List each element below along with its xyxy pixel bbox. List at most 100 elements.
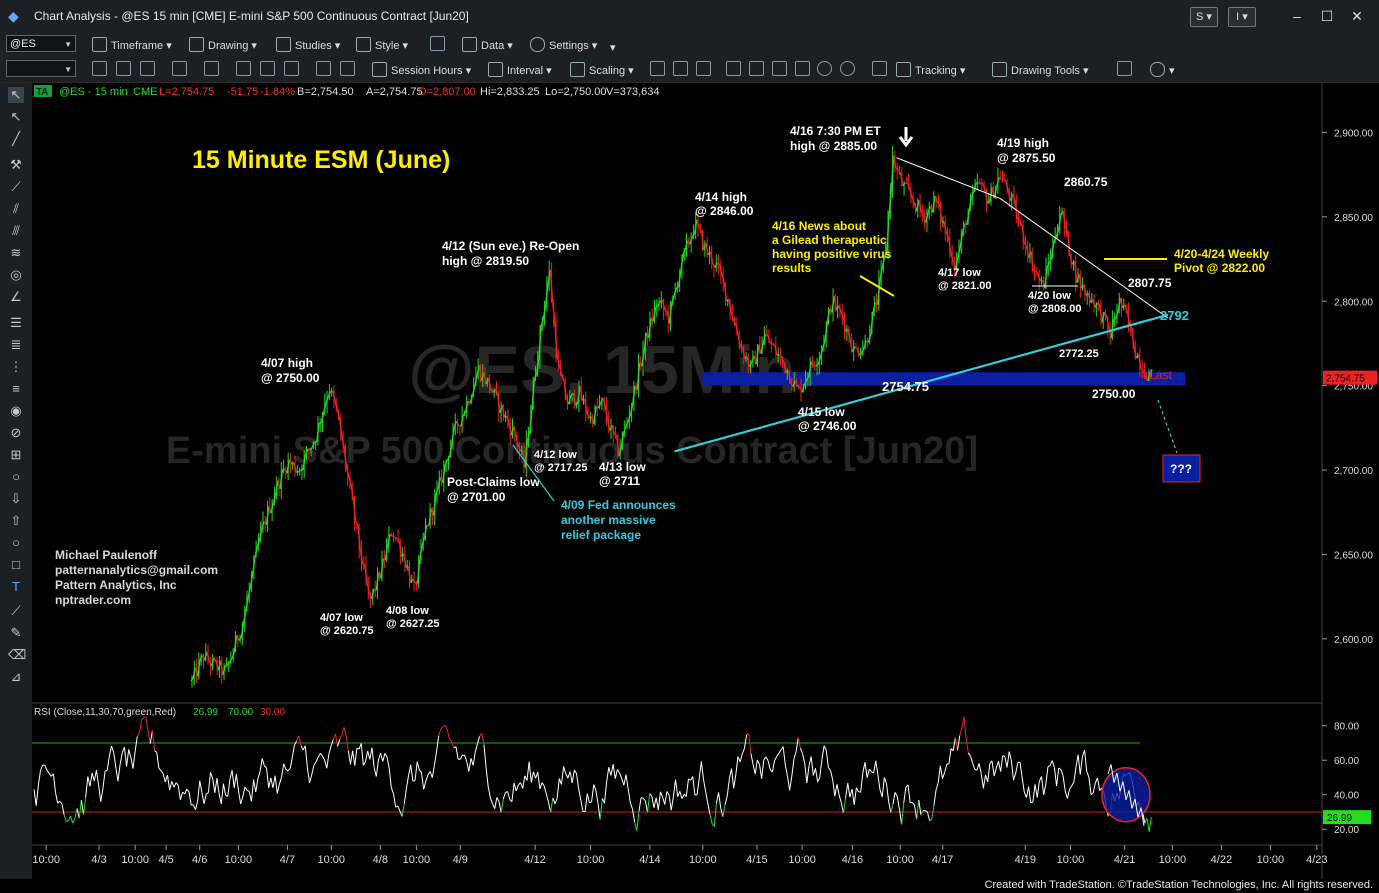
layout-icon[interactable] [430,36,445,51]
text-icon[interactable]: T [12,579,20,594]
maximize-button[interactable]: ☐ [1320,8,1334,24]
rsi-segment [345,735,349,751]
rsi-segment [1086,771,1090,778]
export-icon[interactable] [1117,61,1132,76]
close-button[interactable]: ✕ [1351,8,1363,24]
style-menu[interactable]: Style ▾ [356,37,408,52]
rsi-segment [61,803,65,816]
spiral-icon[interactable]: ◉ [10,403,22,418]
chart-area[interactable]: @ES, 15Min E-mini S&P 500 Continuous Con… [32,83,1379,880]
bar-chart-icon[interactable] [650,61,665,76]
price-chart[interactable]: @ES, 15Min E-mini S&P 500 Continuous Con… [32,83,1379,880]
zoom-out-icon[interactable] [840,61,855,76]
eraser-icon[interactable]: ⌫ [8,647,27,662]
cloud-menu[interactable]: ▾ [1150,62,1175,77]
tracking-menu[interactable]: Tracking ▾ [896,62,965,77]
i-dropdown-button[interactable]: I ▾ [1228,7,1256,27]
fib-time-icon[interactable]: ⋮ [9,359,23,374]
pointer-icon[interactable]: ↖ [8,87,24,103]
rectangle-icon[interactable]: □ [12,557,20,572]
columns-icon[interactable] [749,61,764,76]
channel-icon[interactable]: ⫽ [13,201,19,216]
session-hours-menu[interactable]: Session Hours ▾ [372,62,471,77]
candle-body [945,232,950,239]
zoom-chart-icon[interactable] [172,61,187,76]
rsi-segment [136,732,140,737]
ellipse-tool-icon[interactable]: ○ [12,469,20,484]
ohlc-icon[interactable] [726,61,741,76]
window-icon[interactable] [140,61,155,76]
candle-body [1074,261,1078,283]
highlighter-icon[interactable]: ✎ [10,625,22,640]
secondary-symbol-input[interactable]: ▼ [6,60,76,77]
andrews-icon[interactable]: ≋ [10,245,22,260]
rsi-segment [995,761,999,769]
fib-fan-icon[interactable]: ≡ [12,381,20,396]
ray-icon[interactable]: ⟋ [11,179,21,194]
timeframe-menu[interactable]: Timeframe ▾ [92,37,172,52]
edit-icon[interactable] [260,61,275,76]
studies-menu[interactable]: Studies ▾ [276,37,340,52]
ta-badge[interactable] [34,85,52,97]
rsi-segment [515,784,519,792]
parallel-icon[interactable]: ⫻ [12,223,20,238]
rsi-segment [825,750,829,768]
speed-icon[interactable]: ⊘ [10,425,22,440]
price-axis[interactable]: 2,900.00 2,850.00 2,800.00 2,750.00 2,700.00… [1322,128,1377,646]
trendline-icon[interactable]: ╱ [12,131,20,146]
candle-body [455,420,460,427]
overflow-chevron-icon[interactable]: ▾ [610,42,616,54]
cycle-icon[interactable] [204,61,219,76]
trendlines[interactable] [674,157,1169,453]
measure-icon[interactable]: ⊿ [10,669,22,684]
grid-icon[interactable] [316,61,331,76]
rsi-segment [388,768,392,788]
hlc-icon[interactable] [795,61,810,76]
zoom-in-icon[interactable] [817,61,832,76]
angle-icon[interactable]: ∠ [10,289,22,304]
rsi-segment [944,764,948,773]
rsi-segment [470,758,474,766]
pen-icon[interactable]: ⟋ [11,603,21,618]
time-axis[interactable]: 10:00 4/3 10:00 4/5 4/6 10:00 4/7 10:00 4/8 10:00… [32,845,1328,866]
rsi-segment [709,814,713,824]
interval-menu[interactable]: Interval ▾ [488,62,552,77]
line-chart-icon[interactable] [772,61,787,76]
circle-icon[interactable]: ○ [12,535,20,550]
fib-retrace-icon[interactable]: ☰ [10,315,22,330]
drawing-menu[interactable]: Drawing ▾ [189,37,257,52]
fib-ext-icon[interactable]: ≣ [10,337,22,352]
arrow-up-icon[interactable]: ⇧ [10,513,22,528]
s-dropdown-button[interactable]: S ▾ [1190,7,1218,27]
candle-body [453,421,458,428]
symbol-input[interactable]: @ES ▼ [6,35,76,52]
candle-icon[interactable] [673,61,688,76]
rsi-segment [888,801,892,813]
rsi-segment [892,792,896,805]
minimize-button[interactable]: – [1293,8,1301,24]
falling-trendline-upper [896,157,1001,199]
rsi-segment [925,810,928,813]
settings-menu[interactable]: Settings ▾ [530,37,597,52]
candle-body [194,667,199,677]
rsi-segment [522,775,526,789]
refresh-icon[interactable] [116,61,131,76]
scaling-menu[interactable]: Scaling ▾ [570,62,634,77]
rsi-segment [791,758,795,777]
arrow-down-icon[interactable]: ⇩ [10,491,22,506]
cursor-icon[interactable] [340,61,355,76]
link-icon[interactable] [92,61,107,76]
tracking-grid-icon[interactable] [872,61,887,76]
data-menu[interactable]: Data ▾ [462,37,513,52]
copy-icon[interactable] [284,61,299,76]
select-icon[interactable]: ↖ [10,109,22,124]
annot-postclaims-2: @ 2701.00 [447,490,506,504]
gann-icon[interactable]: ⊞ [10,447,22,462]
wand-icon[interactable]: ⚒ [10,157,22,172]
drawing-tools-menu[interactable]: Drawing Tools ▾ [992,62,1088,77]
hollow-candle-icon[interactable] [696,61,711,76]
rsi-segment [595,790,599,804]
cycle-tool-icon[interactable]: ◎ [10,267,22,282]
screenshot-icon[interactable] [236,61,251,76]
